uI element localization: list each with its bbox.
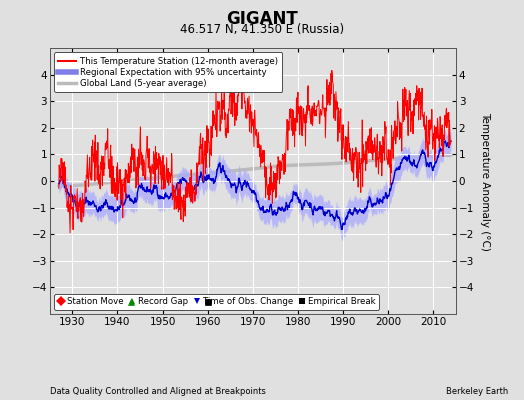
- Legend: Station Move, Record Gap, Time of Obs. Change, Empirical Break: Station Move, Record Gap, Time of Obs. C…: [54, 294, 379, 310]
- Text: GIGANT: GIGANT: [226, 10, 298, 28]
- Text: Berkeley Earth: Berkeley Earth: [446, 387, 508, 396]
- Y-axis label: Temperature Anomaly (°C): Temperature Anomaly (°C): [479, 112, 489, 250]
- Text: Data Quality Controlled and Aligned at Breakpoints: Data Quality Controlled and Aligned at B…: [50, 387, 266, 396]
- Text: 46.517 N, 41.350 E (Russia): 46.517 N, 41.350 E (Russia): [180, 23, 344, 36]
